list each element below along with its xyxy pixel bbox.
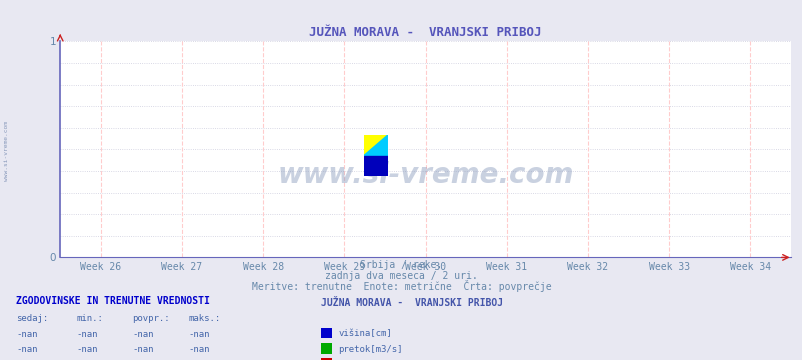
Text: višina[cm]: višina[cm] [338,330,391,339]
Text: ZGODOVINSKE IN TRENUTNE VREDNOSTI: ZGODOVINSKE IN TRENUTNE VREDNOSTI [16,296,209,306]
Text: zadnja dva meseca / 2 uri.: zadnja dva meseca / 2 uri. [325,271,477,281]
Polygon shape [363,135,387,156]
Text: www.si-vreme.com: www.si-vreme.com [277,161,573,189]
Text: -nan: -nan [188,345,210,354]
Text: -nan: -nan [76,330,98,339]
Text: povpr.:: povpr.: [132,315,170,324]
Text: -nan: -nan [16,345,38,354]
Text: -nan: -nan [132,330,154,339]
Text: -nan: -nan [188,330,210,339]
Polygon shape [363,135,387,156]
Text: -nan: -nan [16,330,38,339]
Polygon shape [363,156,387,176]
Text: www.si-vreme.com: www.si-vreme.com [4,121,9,181]
Text: Meritve: trenutne  Enote: metrične  Črta: povprečje: Meritve: trenutne Enote: metrične Črta: … [251,280,551,292]
Text: maks.:: maks.: [188,315,221,324]
Title: JUŽNA MORAVA -  VRANJSKI PRIBOJ: JUŽNA MORAVA - VRANJSKI PRIBOJ [309,26,541,39]
Text: -nan: -nan [132,345,154,354]
Text: sedaj:: sedaj: [16,315,48,324]
Text: JUŽNA MORAVA -  VRANJSKI PRIBOJ: JUŽNA MORAVA - VRANJSKI PRIBOJ [321,298,503,308]
Text: Srbija / reke.: Srbija / reke. [360,260,442,270]
Text: -nan: -nan [76,345,98,354]
Text: min.:: min.: [76,315,103,324]
Text: pretok[m3/s]: pretok[m3/s] [338,345,402,354]
